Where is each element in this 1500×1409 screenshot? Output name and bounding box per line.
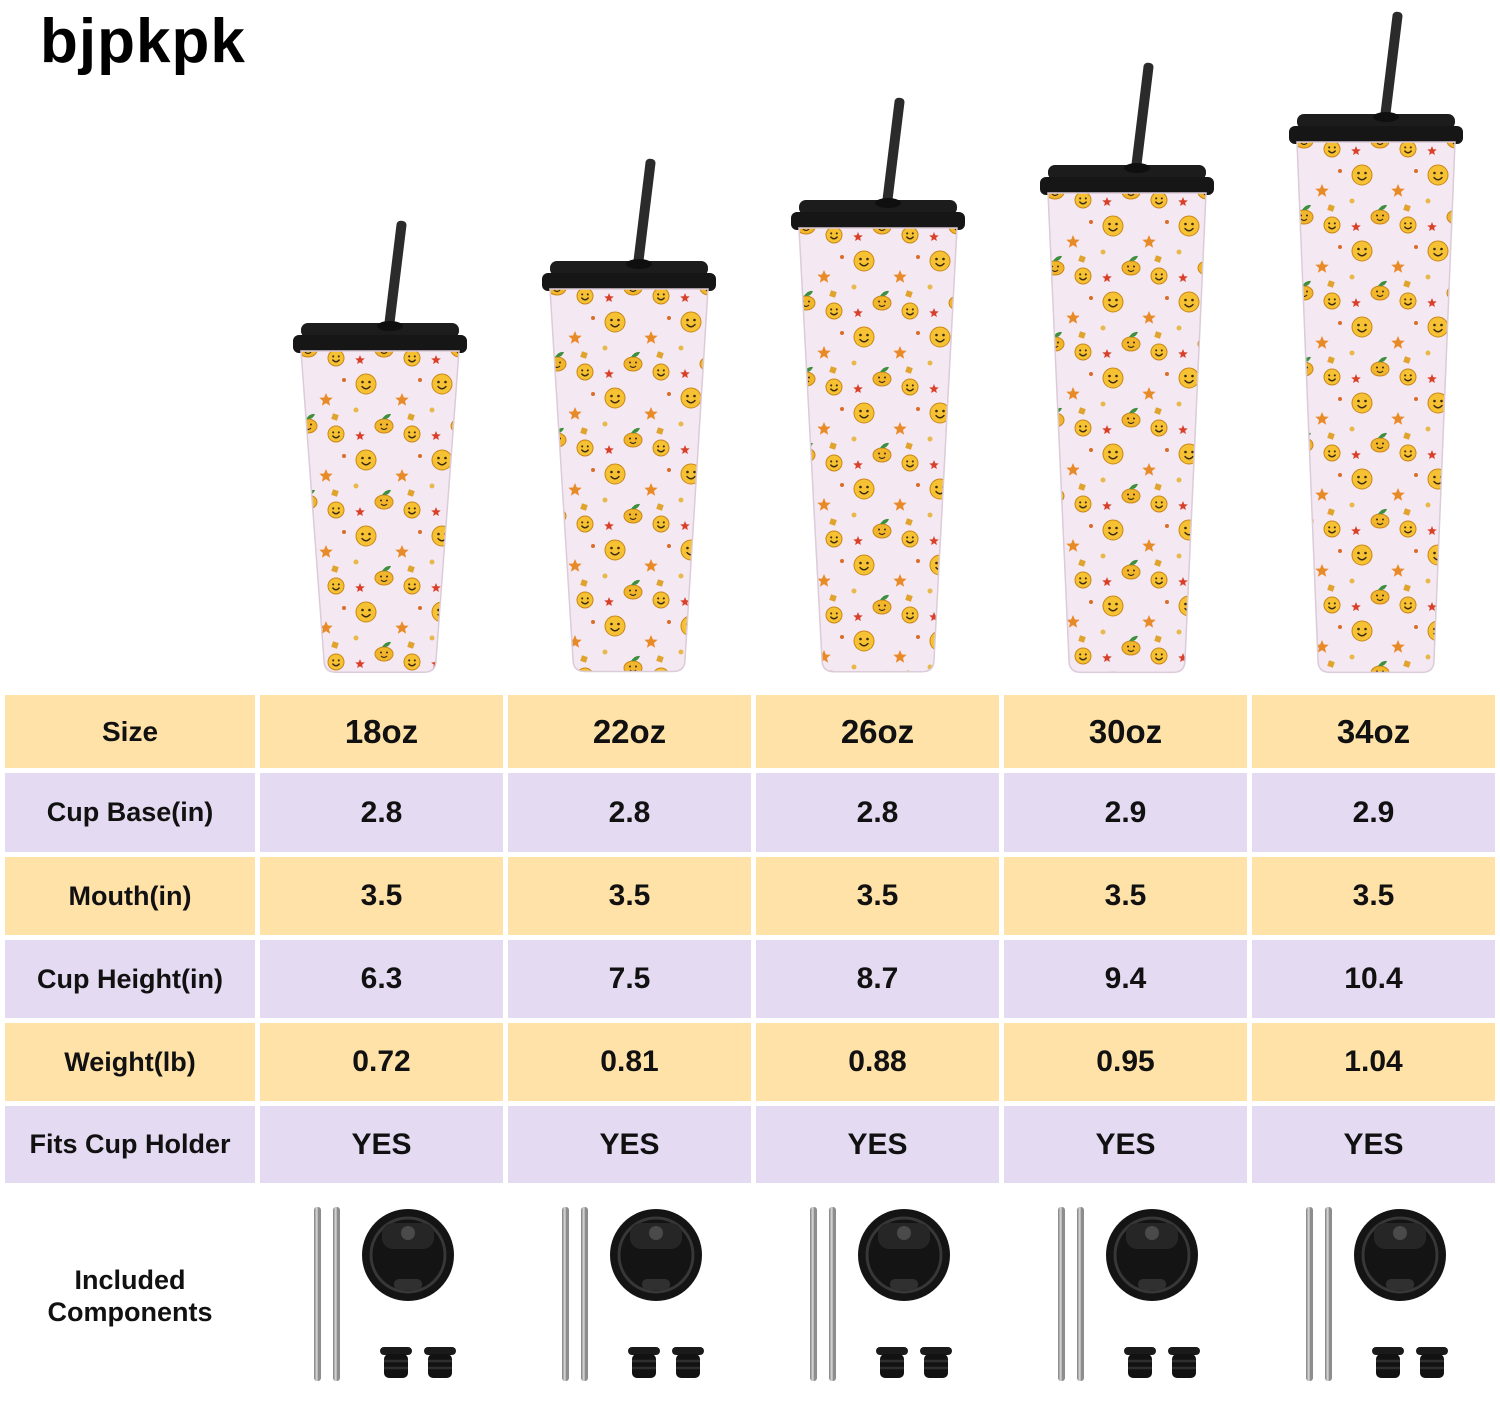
cell-fits-cup-holder-22oz: YES [503,1101,756,1188]
spec-table: Size 18oz 22oz 26oz 30oz 34oz Cup Base(in) 2.8 2… [0,690,1500,1409]
tumbler-26oz [753,95,1002,690]
cell-cup-height-in-26oz: 8.7 [751,935,1004,1023]
cell-weight-lb-22oz: 0.81 [503,1018,756,1106]
cell-fits-cup-holder-18oz: YES [255,1101,508,1188]
row-label-weight-lb: Weight(lb) [0,1018,260,1106]
cell-fits-cup-holder-34oz: YES [1247,1101,1500,1188]
metal-straws-icon [1305,1206,1332,1381]
cell-cup-base-in-22oz: 2.8 [503,768,756,857]
spec-table-body: Size 18oz 22oz 26oz 30oz 34oz Cup Base(in) 2.8 2… [0,690,1500,1409]
flip-lid-icon [361,1208,454,1301]
tumbler-34oz [1251,9,1500,690]
spec-row-mouth-in: Mouth(in) 3.5 3.5 3.5 3.5 3.5 [0,852,1500,940]
cell-cup-height-in-18oz: 6.3 [255,935,508,1023]
cell-mouth-in-18oz: 3.5 [255,852,508,940]
tumbler-lineup [0,0,1500,690]
flip-lid-icon [1105,1208,1198,1301]
cell-mouth-in-34oz: 3.5 [1247,852,1500,940]
straw-stoppers-icon [1123,1346,1200,1378]
spec-row-size: Size 18oz 22oz 26oz 30oz 34oz [0,690,1500,773]
cell-weight-lb-30oz: 0.95 [999,1018,1252,1106]
included-components-26oz [751,1183,1004,1409]
included-components-18oz [255,1183,508,1409]
tumbler-graphic [1039,62,1214,674]
straw-stoppers-icon [379,1346,456,1378]
metal-straws-icon [1057,1206,1084,1381]
included-components-30oz [999,1183,1252,1409]
straw-stoppers-icon [1371,1346,1448,1378]
spec-row-cup-height-in: Cup Height(in) 6.3 7.5 8.7 9.4 10.4 [0,935,1500,1023]
row-label-cup-height-in: Cup Height(in) [0,935,260,1023]
cell-cup-height-in-30oz: 9.4 [999,935,1252,1023]
tumbler-graphic [292,220,467,674]
included-components-graphic [809,1206,952,1381]
cell-weight-lb-18oz: 0.72 [255,1018,508,1106]
row-label-mouth-in: Mouth(in) [0,852,260,940]
cell-size-26oz: 26oz [751,690,1004,773]
cell-fits-cup-holder-26oz: YES [751,1101,1004,1188]
cell-weight-lb-26oz: 0.88 [751,1018,1004,1106]
row-label-cup-base-in: Cup Base(in) [0,768,260,857]
tumbler-graphic [1288,11,1463,674]
spec-row-weight-lb: Weight(lb) 0.72 0.81 0.88 0.95 1.04 [0,1018,1500,1106]
cell-size-34oz: 34oz [1247,690,1500,773]
flip-lid-icon [857,1208,950,1301]
cell-fits-cup-holder-30oz: YES [999,1101,1252,1188]
flip-lid-icon [609,1208,702,1301]
spec-row-cup-base-in: Cup Base(in) 2.8 2.8 2.8 2.9 2.9 [0,768,1500,857]
cell-size-18oz: 18oz [255,690,508,773]
cell-cup-height-in-34oz: 10.4 [1247,935,1500,1023]
metal-straws-icon [313,1206,340,1381]
tumbler-30oz [1002,60,1251,690]
included-components-22oz [503,1183,756,1409]
row-label-fits-cup-holder: Fits Cup Holder [0,1101,260,1188]
straw-stoppers-icon [875,1346,952,1378]
spec-row-fits-cup-holder: Fits Cup Holder YES YES YES YES YES [0,1101,1500,1188]
included-components-graphic [313,1206,456,1381]
tumbler-graphic [541,158,716,673]
tumbler-22oz [504,156,753,690]
brand-logo: bjpkpk [40,7,246,76]
row-label-size: Size [0,690,260,773]
included-components-graphic [1305,1206,1448,1381]
metal-straws-icon [561,1206,588,1381]
hero-section: bjpkpk [0,0,1500,690]
row-label-included-components: Included Components [0,1183,260,1409]
flip-lid-icon [1353,1208,1446,1301]
cell-mouth-in-22oz: 3.5 [503,852,756,940]
straw-stoppers-icon [627,1346,704,1378]
cell-size-22oz: 22oz [503,690,756,773]
cell-cup-base-in-30oz: 2.9 [999,768,1252,857]
cell-cup-base-in-18oz: 2.8 [255,768,508,857]
cell-cup-base-in-34oz: 2.9 [1247,768,1500,857]
cell-mouth-in-30oz: 3.5 [999,852,1252,940]
cell-cup-base-in-26oz: 2.8 [751,768,1004,857]
cell-mouth-in-26oz: 3.5 [751,852,1004,940]
tumbler-18oz [255,218,504,690]
included-components-graphic [561,1206,704,1381]
cell-weight-lb-34oz: 1.04 [1247,1018,1500,1106]
cell-size-30oz: 30oz [999,690,1252,773]
included-components-graphic [1057,1206,1200,1381]
cell-cup-height-in-22oz: 7.5 [503,935,756,1023]
included-components-34oz [1247,1183,1500,1409]
spec-row-included-components: Included Components [0,1183,1500,1409]
metal-straws-icon [809,1206,836,1381]
tumbler-graphic [790,97,965,673]
